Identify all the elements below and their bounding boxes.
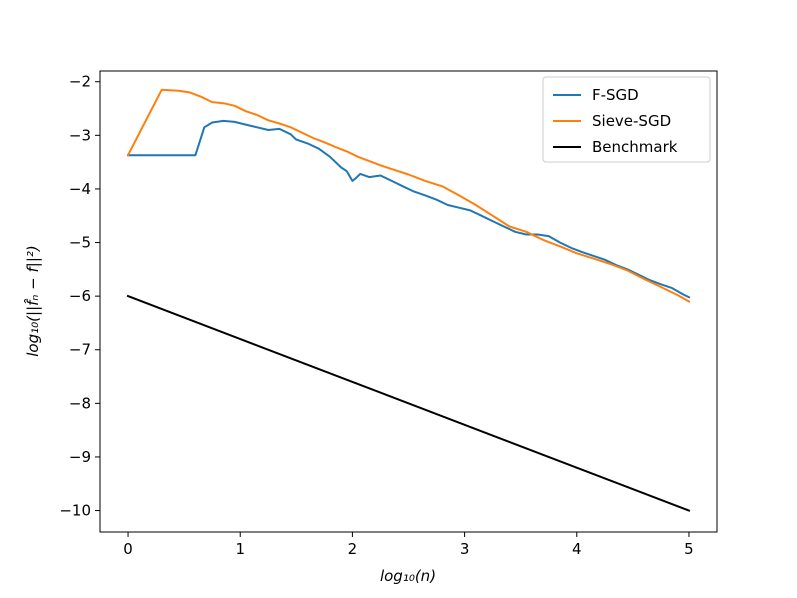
x-axis-label: log₁₀(n) (380, 567, 436, 585)
y-tick-label: −4 (69, 180, 91, 198)
series-line-1 (126, 88, 691, 303)
x-axis: 0 1 2 3 4 5 (123, 532, 694, 558)
legend-box (542, 76, 711, 163)
legend: F-SGD Sieve-SGD Benchmark (542, 76, 711, 163)
y-tick-label: −2 (69, 73, 91, 91)
series-line-2 (126, 294, 691, 512)
x-tick-label: 1 (235, 540, 245, 558)
x-tick-label: 0 (123, 540, 133, 558)
y-axis-label: log₁₀(||f̂ₙ − f||²) (23, 245, 42, 356)
y-tick-label: −5 (69, 234, 91, 252)
y-tick-label: −9 (69, 448, 91, 466)
y-tick-label: −6 (69, 287, 91, 305)
y-tick-label: −8 (69, 394, 91, 412)
plot-frame (99, 70, 718, 533)
y-tick-label: −7 (69, 341, 91, 359)
legend-label: Benchmark (592, 138, 678, 156)
y-tick-label: −3 (69, 126, 91, 144)
x-tick-label: 4 (572, 540, 582, 558)
series-layer (126, 88, 691, 512)
series-line-0 (127, 119, 691, 299)
x-tick-label: 2 (348, 540, 358, 558)
y-tick-label: −10 (59, 502, 91, 520)
x-tick-label: 3 (460, 540, 470, 558)
legend-label: Sieve-SGD (592, 112, 671, 130)
y-axis: −2 −3 −4 −5 −6 −7 −8 −9 −10 (59, 73, 100, 520)
legend-label: F-SGD (592, 86, 639, 104)
x-tick-label: 5 (684, 540, 694, 558)
